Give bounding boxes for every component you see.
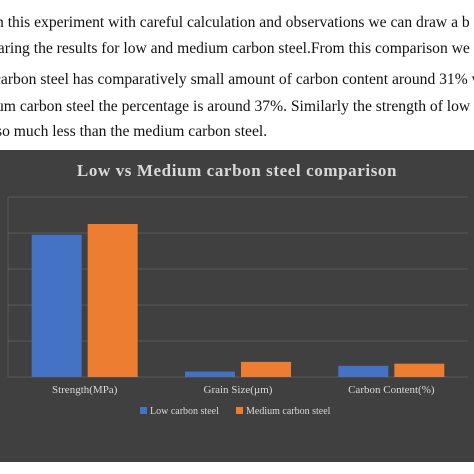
category-label: Carbon Content(%) [348, 384, 435, 396]
category-label: Grain Size(µm) [204, 384, 273, 396]
legend-swatch-low [140, 407, 147, 414]
gridlines [7, 196, 468, 378]
bar-low-carbon-steel [185, 371, 235, 377]
legend-label-medium: Medium carbon steel [246, 406, 331, 417]
bar-chart: Low vs Medium carbon steel comparison St… [0, 150, 474, 462]
category-labels: Strength(MPa) Grain Size(µm) Carbon Conten… [52, 384, 435, 396]
bar-medium-carbon-steel [394, 363, 445, 377]
paragraph-line: paring the results for low and medium ca… [0, 40, 474, 57]
legend-swatch-medium [236, 407, 243, 414]
paragraph: n this experiment with careful calculati… [0, 8, 474, 138]
legend-label-low: Low carbon steel [150, 406, 219, 417]
chart-title: Low vs Medium carbon steel comparison [77, 161, 397, 180]
paragraph-line: carbon steel has comparatively small amo… [0, 71, 474, 88]
paragraph-line: n this experiment with careful calculati… [0, 14, 470, 31]
bar-medium-carbon-steel [241, 361, 291, 377]
paragraph-line: so much less than the medium carbon stee… [0, 123, 268, 138]
paragraph-line: um carbon steel the percentage is around… [0, 98, 474, 115]
category-label: Strength(MPa) [52, 384, 118, 396]
bars [31, 224, 445, 377]
chart: Low vs Medium carbon steel comparison St… [0, 150, 474, 462]
bar-low-carbon-steel [31, 234, 82, 377]
bar-low-carbon-steel [338, 365, 389, 377]
legend: Low carbon steel Medium carbon steel [140, 406, 331, 417]
bar-medium-carbon-steel [87, 224, 138, 377]
